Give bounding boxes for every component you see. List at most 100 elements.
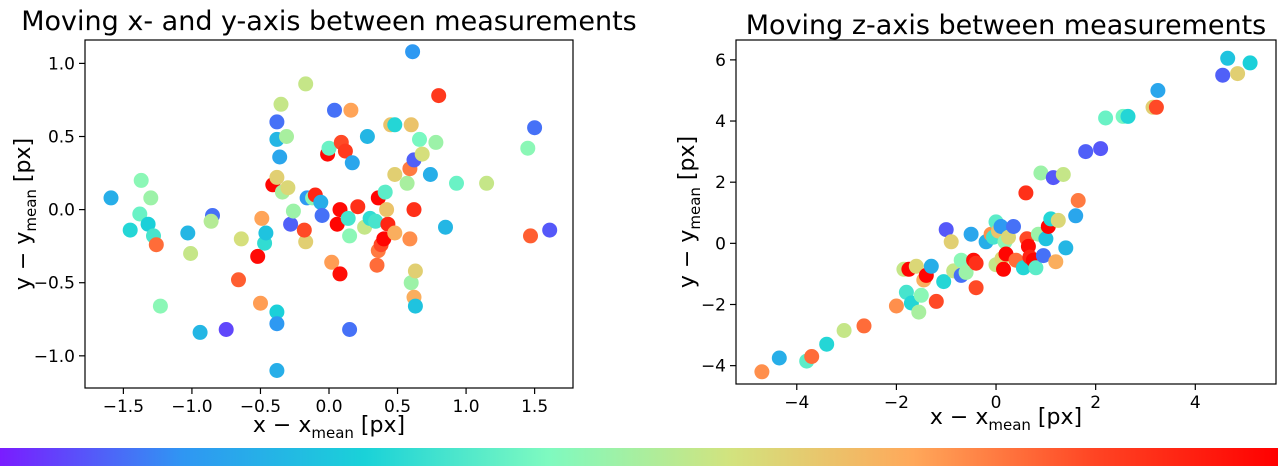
left-scatter-point [180, 225, 196, 241]
left-scatter-point [183, 246, 199, 261]
left-chart-title: Moving x- and y-axis between measurement… [21, 6, 637, 37]
left-scatter-point [431, 88, 447, 104]
right-scatter-point [819, 336, 835, 352]
left-scatter-point [218, 322, 234, 337]
right-y-tick-label: 2 [715, 173, 726, 193]
right-y-tick-label: 6 [715, 51, 726, 71]
right-scatter-point [1150, 83, 1166, 98]
left-scatter-point [377, 184, 393, 200]
right-scatter-point [1215, 67, 1231, 83]
left-scatter-point [233, 231, 249, 247]
right-y-tick-label: 4 [715, 112, 726, 132]
left-scatter-point [412, 131, 427, 147]
right-scatter-point [1028, 260, 1044, 276]
left-x-tick-label: 0.0 [315, 397, 342, 417]
right-scatter-point [938, 222, 954, 238]
left-scatter-point [133, 172, 149, 188]
left-y-tick-label: 0.0 [48, 201, 75, 221]
right-scatter-point [1242, 55, 1258, 71]
left-scatter-point [269, 114, 285, 130]
right-scatter-point [754, 364, 770, 380]
left-scatter-point [324, 254, 340, 270]
left-scatter-point [340, 210, 356, 226]
left-x-tick-label: 1.5 [521, 397, 548, 417]
right-scatter-point [1098, 110, 1114, 126]
left-scatter-point [192, 324, 208, 340]
right-scatter-point [911, 304, 927, 320]
right-scatter-point [1068, 208, 1084, 224]
right-x-tick-label: −2 [884, 393, 909, 413]
right-scatter-point [1120, 108, 1136, 124]
left-scatter-point [479, 175, 495, 191]
right-x-axis-label: x − xmean [px] [930, 405, 1082, 434]
left-scatter-point [344, 155, 360, 171]
left-scatter-point [387, 117, 403, 133]
right-plot: Moving z-axis between measurements −4 −2 0… [675, 10, 1277, 434]
left-y-tick-label: −0.5 [34, 274, 75, 294]
right-y-axis-label: y − ymean [px] [675, 136, 704, 288]
right-scatter-point [936, 274, 952, 290]
left-scatter-point [350, 199, 366, 215]
right-x-tick-label: 0 [991, 393, 1002, 413]
left-x-tick-label: 1.0 [453, 397, 480, 417]
right-scatter-point [928, 293, 944, 309]
right-scatter-point [963, 226, 979, 242]
right-scatter-point [1035, 248, 1051, 264]
left-y-tick-label: 1.0 [48, 54, 75, 74]
left-scatter-point [132, 206, 148, 222]
right-scatter-point [993, 219, 1009, 234]
right-scatter-point [836, 323, 852, 338]
right-scatter-point [1018, 185, 1034, 201]
left-scatter-point [280, 180, 296, 196]
left-scatter-point [314, 208, 330, 223]
left-scatter-point [143, 190, 159, 206]
left-scatter-point [269, 363, 285, 378]
left-scatter-point [406, 202, 422, 218]
left-scatter-point [203, 213, 219, 229]
right-scatter-point [1050, 212, 1066, 228]
left-x-tick-label: 0.5 [384, 397, 411, 417]
left-scatter-point [298, 76, 314, 92]
right-plot-frame [735, 39, 1277, 385]
right-scatter-point [804, 349, 820, 364]
left-scatter-point [403, 275, 419, 291]
left-scatter-point [321, 140, 337, 156]
left-scatter-point [122, 222, 138, 238]
left-scatter-point [283, 216, 299, 232]
right-scatter-point [1070, 193, 1086, 208]
left-x-tick-label: −1.0 [171, 397, 212, 417]
right-scatter-point [1058, 240, 1074, 256]
left-scatter-point [254, 210, 270, 226]
right-x-tick-label: 2 [1090, 393, 1101, 413]
right-scatter-point [958, 264, 974, 280]
left-scatter-point [332, 266, 348, 282]
left-scatter-point [231, 272, 246, 288]
colorbar-strip [0, 448, 1278, 466]
left-scatter-point [438, 219, 453, 235]
left-scatter-point [523, 228, 538, 244]
left-scatter-point [273, 96, 289, 112]
right-scatter-point [908, 258, 924, 274]
right-scatter-point [1006, 219, 1021, 234]
right-scatter-point [913, 287, 929, 303]
left-plot: Moving x- and y-axis between measurement… [11, 6, 637, 442]
right-scatter-point [1048, 254, 1064, 270]
left-scatter-point [414, 146, 430, 162]
right-axis-ticks: −4 −2 0 2 4 −4 −2 0 2 4 6 [701, 51, 1201, 413]
left-scatter-point [253, 295, 268, 311]
left-plot-marks [103, 44, 558, 378]
right-scatter-point [1230, 66, 1246, 82]
left-scatter-point [269, 316, 285, 332]
right-scatter-point [968, 280, 984, 296]
right-y-tick-label: 0 [715, 234, 726, 254]
left-scatter-point [520, 140, 536, 156]
left-scatter-point [342, 322, 358, 337]
right-scatter-point [943, 234, 959, 250]
left-x-tick-label: −1.5 [103, 397, 144, 417]
right-scatter-point [923, 258, 939, 274]
left-scatter-point [428, 134, 444, 150]
left-scatter-point [403, 117, 419, 133]
left-scatter-point [269, 304, 285, 320]
right-scatter-point [1093, 141, 1109, 157]
